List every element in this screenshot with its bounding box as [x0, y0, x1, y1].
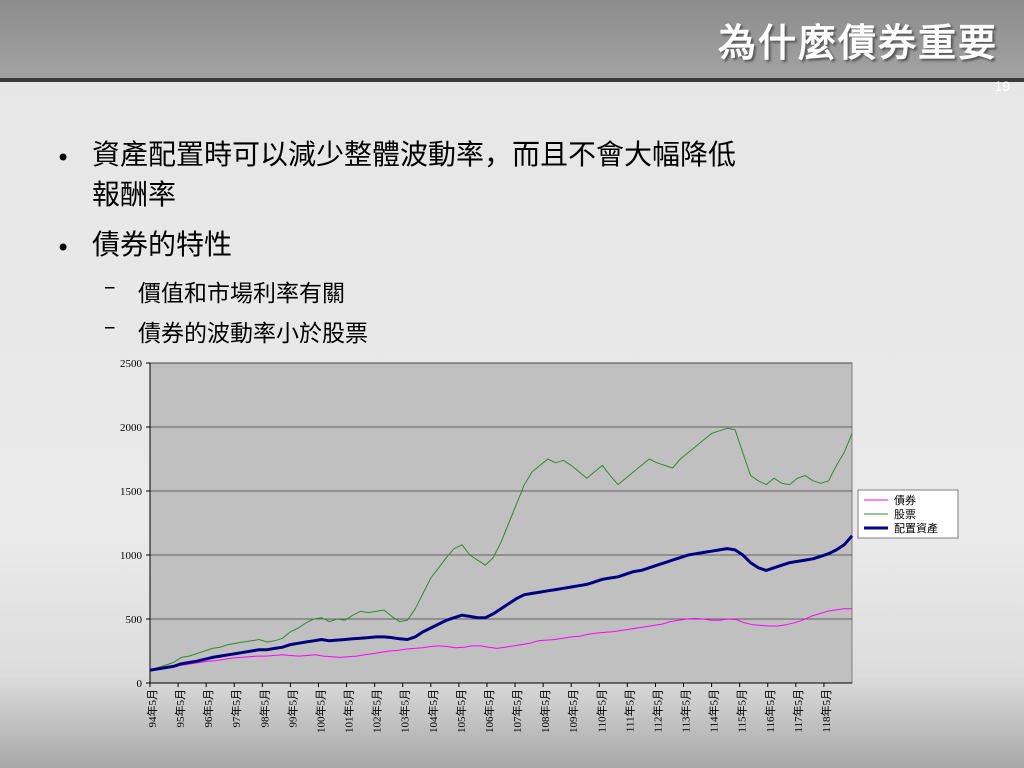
y-tick-label: 500 — [126, 614, 143, 626]
x-tick-label: 118年5月 — [819, 689, 833, 733]
slide-title: 為什麼債券重要 — [717, 21, 998, 65]
bullet-dot-1: • — [56, 144, 71, 172]
sub-bullet-1: 價值和市場利率有關 — [138, 281, 345, 307]
x-tick-label: 98年5月 — [257, 689, 271, 728]
x-tick-label: 100年5月 — [313, 689, 327, 733]
x-tick-label: 105年5月 — [454, 689, 468, 733]
plot-area: 0 500 1000 1500 2000 2500 94年5月 95年5月 96年5月 97年5月… — [120, 358, 854, 733]
sub-bullet-dash-2: – — [104, 314, 116, 340]
header-divider — [0, 78, 1024, 82]
legend-label: 股票 — [894, 508, 916, 521]
bullet-dot-2: • — [56, 234, 71, 262]
x-tick-label: 109年5月 — [566, 689, 580, 733]
x-tick-label: 114年5月 — [707, 689, 721, 733]
x-tick-label: 104年5月 — [426, 689, 440, 733]
x-tick-label: 111年5月 — [622, 689, 636, 732]
x-tick-label: 112年5月 — [650, 689, 664, 733]
y-tick-label: 2500 — [120, 358, 143, 370]
x-tick-label: 97年5月 — [229, 689, 243, 728]
plot-background — [149, 362, 853, 684]
x-tick-label: 99年5月 — [285, 689, 299, 728]
x-tick-label: 106年5月 — [482, 689, 496, 733]
x-tick-label: 117年5月 — [791, 689, 805, 733]
x-tick-label: 95年5月 — [173, 689, 187, 728]
sub-bullet-2: 債券的波動率小於股票 — [138, 321, 368, 347]
bullet-1-line1: 資產配置時可以減少整體波動率，而且不會大幅降低 — [92, 138, 737, 171]
x-tick-label: 102年5月 — [370, 689, 384, 733]
legend-label: 配置資產 — [894, 521, 938, 535]
x-tick-label: 103年5月 — [398, 689, 412, 733]
x-tick-label: 107年5月 — [510, 689, 524, 733]
y-tick-label: 2000 — [120, 422, 143, 434]
x-tick-label: 116年5月 — [763, 689, 777, 733]
x-tick-label: 115年5月 — [735, 689, 749, 733]
series-line-2 — [149, 427, 853, 671]
x-tick-label: 110年5月 — [594, 689, 608, 733]
sub-bullet-dash-1: – — [104, 274, 116, 300]
x-tick-label: 108年5月 — [538, 689, 552, 733]
bullet-1-line2: 報酬率 — [92, 178, 177, 211]
series-line-1 — [149, 608, 852, 671]
bullet-2: 債券的特性 — [92, 228, 233, 261]
x-tick-label: 101年5月 — [342, 689, 356, 733]
legend-label: 債券 — [894, 493, 916, 507]
header-bar — [0, 0, 1024, 78]
x-tick-label: 94年5月 — [145, 689, 159, 728]
y-tick-label: 1500 — [120, 486, 143, 498]
page-number: 19 — [994, 78, 1010, 94]
y-tick-label: 1000 — [120, 550, 143, 562]
x-tick-label: 96年5月 — [201, 689, 215, 728]
y-tick-label: 0 — [137, 678, 143, 690]
series-line-3 — [149, 534, 854, 672]
x-tick-label: 113年5月 — [679, 689, 693, 733]
